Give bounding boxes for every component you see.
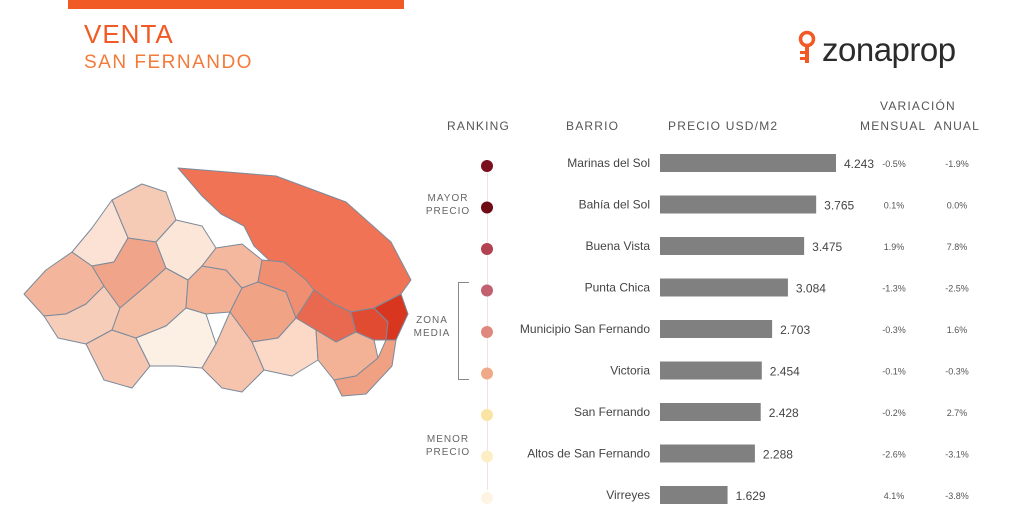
group-zona-media: ZONA MEDIA (410, 314, 454, 340)
ranking-dot (481, 409, 493, 421)
page-title: VENTA (84, 19, 174, 49)
top-accent-bar (68, 0, 404, 9)
mensual-value: -0.1% (882, 367, 906, 377)
map-zone-east-b (201, 311, 265, 393)
price-bar (660, 486, 728, 504)
price-bar (660, 278, 788, 297)
group-mayor-precio: MAYOR PRECIO (424, 192, 472, 218)
brand-logo: zonaprop (796, 28, 956, 72)
mensual-value: -0.5% (882, 159, 906, 169)
mensual-value: -0.2% (882, 408, 906, 418)
price-value-label: 3.084 (796, 282, 826, 296)
anual-value: 0.0% (947, 201, 968, 211)
san-fernando-map (23, 167, 412, 397)
map-zone-south-a (333, 339, 397, 397)
group-menor-precio: MENOR PRECIO (424, 433, 472, 459)
price-value-label: 2.703 (780, 323, 810, 337)
column-barrio: BARRIO (566, 119, 620, 133)
barrio-label: Virreyes (606, 488, 650, 502)
barrio-label: Victoria (610, 364, 650, 378)
anual-value: -3.1% (945, 450, 969, 460)
anual-value: -2.5% (945, 284, 969, 294)
barrio-label: San Fernando (574, 405, 650, 419)
mensual-value: -2.6% (882, 450, 906, 460)
price-bar (660, 154, 836, 172)
key-pin-icon (798, 30, 816, 63)
column-mensual: MENSUAL (860, 119, 927, 133)
group-menor-line1: MENOR (426, 434, 470, 445)
mensual-value: -1.3% (882, 284, 906, 294)
price-bar (660, 361, 762, 380)
price-value-label: 2.454 (770, 365, 800, 379)
barrio-label: Marinas del Sol (567, 156, 650, 170)
price-value-label: 2.288 (763, 448, 793, 462)
barrio-label: Altos de San Fernando (527, 447, 650, 461)
ranking-dot (481, 201, 493, 214)
anual-value: 1.6% (947, 325, 968, 335)
barrio-label: Punta Chica (585, 281, 651, 295)
group-mayor-line1: MAYOR (427, 193, 469, 204)
price-value-label: 3.765 (824, 199, 854, 213)
price-bar (660, 320, 773, 338)
ranking-dot (481, 450, 493, 463)
mensual-value: 4.1% (884, 491, 905, 501)
barrio-label: Buena Vista (586, 239, 651, 253)
price-value-label: 2.428 (769, 406, 799, 420)
zona-media-bracket (458, 282, 469, 380)
anual-value: 2.7% (947, 408, 968, 418)
ranking-dot (481, 367, 493, 380)
barrio-label: Municipio San Fernando (520, 322, 650, 336)
anual-value: -3.8% (945, 491, 969, 501)
column-anual: ANUAL (934, 119, 981, 133)
column-ranking: RANKING (447, 119, 511, 133)
mensual-value: 0.1% (884, 201, 905, 211)
price-value-label: 1.629 (736, 489, 766, 503)
column-variacion: VARIACIÓN (880, 99, 956, 113)
price-value-label: 3.475 (812, 240, 842, 254)
column-precio: PRECIO USD/M2 (668, 119, 779, 133)
group-mayor-line2: PRECIO (425, 206, 471, 217)
group-zona-line2: MEDIA (413, 328, 451, 339)
price-bar (660, 237, 805, 255)
ranking-dot (481, 326, 493, 338)
ranking-dot (481, 284, 493, 297)
price-value-label: 4.243 (844, 157, 874, 171)
anual-value: -0.3% (945, 367, 969, 377)
anual-value: -1.9% (945, 159, 969, 169)
price-bar (660, 403, 761, 421)
anual-value: 7.8% (947, 242, 968, 252)
brand-name: zonaprop (822, 31, 956, 68)
price-ranking-chart: Marinas del Sol 4.243 -0.5% -1.9% Bahía del … (481, 154, 969, 504)
ranking-dot (481, 243, 493, 255)
group-menor-line2: PRECIO (425, 447, 471, 458)
mensual-value: -0.3% (882, 325, 906, 335)
mensual-value: 1.9% (884, 242, 905, 252)
ranking-dot (481, 160, 493, 172)
page-subtitle: SAN FERNANDO (84, 52, 253, 73)
group-zona-line1: ZONA (416, 315, 448, 326)
price-bar (660, 195, 817, 214)
ranking-dot (481, 492, 493, 504)
price-bar (660, 444, 755, 463)
barrio-label: Bahía del Sol (579, 198, 650, 212)
ranking-guide-line (487, 160, 488, 490)
